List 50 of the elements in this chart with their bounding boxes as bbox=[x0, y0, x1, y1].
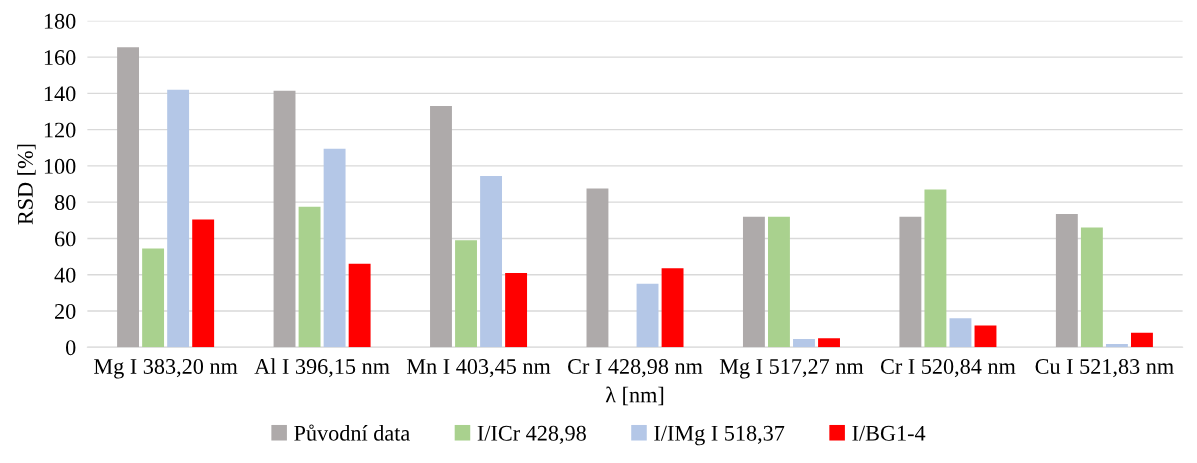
bar bbox=[323, 148, 346, 348]
y-tick-label: 40 bbox=[54, 267, 76, 283]
bar bbox=[1055, 213, 1078, 348]
y-axis-title: RSD [%] bbox=[17, 144, 36, 225]
bar bbox=[505, 272, 528, 348]
bar bbox=[818, 338, 840, 348]
bar bbox=[768, 216, 790, 348]
y-tick-label: 0 bbox=[66, 340, 76, 356]
bar bbox=[636, 283, 659, 348]
bar bbox=[480, 175, 503, 348]
bar bbox=[1131, 332, 1153, 348]
bar bbox=[1080, 227, 1103, 348]
x-tick-label: Cr I 520,84 nm bbox=[880, 359, 1016, 378]
y-tick-label: 80 bbox=[54, 195, 76, 211]
bar bbox=[348, 263, 371, 348]
bar bbox=[455, 240, 477, 348]
y-tick-label: 20 bbox=[55, 303, 76, 319]
bar bbox=[142, 248, 165, 348]
x-tick-label: Cu I 521,83 nm bbox=[1035, 359, 1174, 378]
bar bbox=[899, 216, 922, 348]
bar bbox=[924, 189, 947, 348]
bar bbox=[167, 89, 190, 348]
x-tick-label: Mn I 403,45 nm bbox=[406, 359, 551, 378]
bar bbox=[949, 318, 972, 348]
x-tick-label: Cr I 428,98 nm bbox=[568, 359, 703, 378]
legend-label: I/IMg I 518,37 bbox=[654, 425, 785, 446]
x-tick-label: Mg I 517,27 nm bbox=[719, 359, 864, 379]
bar bbox=[742, 216, 765, 348]
legend-label: Původní data bbox=[294, 424, 410, 441]
x-tick-label: Mg I 383,20 nm bbox=[94, 358, 238, 379]
y-tick-label: 160 bbox=[44, 50, 76, 66]
y-tick-label: 120 bbox=[44, 122, 76, 138]
bar bbox=[586, 188, 609, 348]
legend-label: I/BG1-4 bbox=[852, 425, 926, 441]
y-tick-label: 60 bbox=[55, 231, 76, 247]
bar bbox=[117, 47, 140, 348]
bar bbox=[192, 219, 215, 348]
bar bbox=[974, 325, 997, 348]
y-tick-label: 140 bbox=[44, 86, 76, 102]
bar bbox=[1105, 343, 1128, 348]
bar bbox=[661, 268, 684, 348]
x-tick-label: Al I 396,15 nm bbox=[254, 358, 390, 378]
y-tick-label: 100 bbox=[44, 158, 76, 174]
bar bbox=[298, 206, 321, 348]
bar bbox=[793, 339, 815, 348]
y-tick-label: 180 bbox=[44, 13, 76, 29]
bar bbox=[430, 106, 452, 348]
x-axis-title: λ [nm] bbox=[605, 386, 664, 406]
bar bbox=[273, 90, 296, 348]
legend-label: I/ICr 428,98 bbox=[477, 425, 586, 444]
